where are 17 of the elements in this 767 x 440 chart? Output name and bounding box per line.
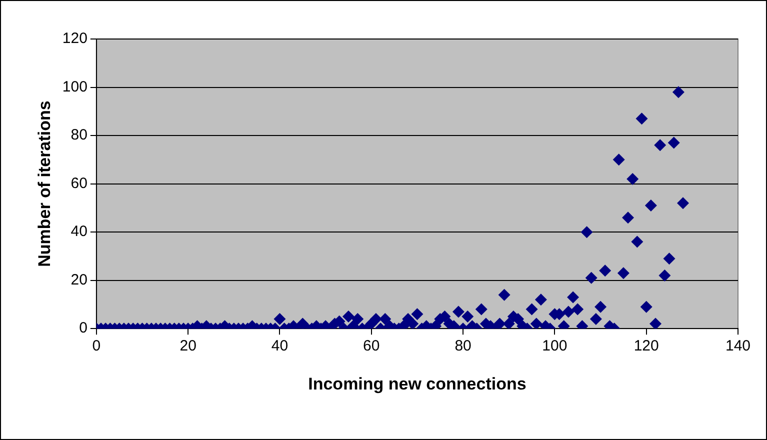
y-tick-label: 20 <box>70 271 88 288</box>
y-tick-label: 100 <box>62 78 88 96</box>
x-tick-label: 80 <box>454 338 472 355</box>
x-tick-label: 40 <box>271 338 288 355</box>
x-tick-label: 140 <box>725 338 751 355</box>
x-tick-label: 120 <box>634 338 659 355</box>
x-tick-label: 60 <box>363 338 380 355</box>
y-tick-label: 80 <box>70 126 88 144</box>
y-tick-label: 60 <box>70 174 88 192</box>
x-tick-label: 20 <box>180 338 196 355</box>
x-tick-label: 0 <box>92 338 101 355</box>
y-axis-title: Number of iterations <box>34 100 54 267</box>
y-tick-label: 120 <box>62 30 88 48</box>
x-tick-label: 100 <box>542 338 568 355</box>
x-axis-title: Incoming new connections <box>308 374 526 394</box>
y-tick-label: 0 <box>79 320 88 337</box>
y-tick-label: 40 <box>70 223 88 240</box>
